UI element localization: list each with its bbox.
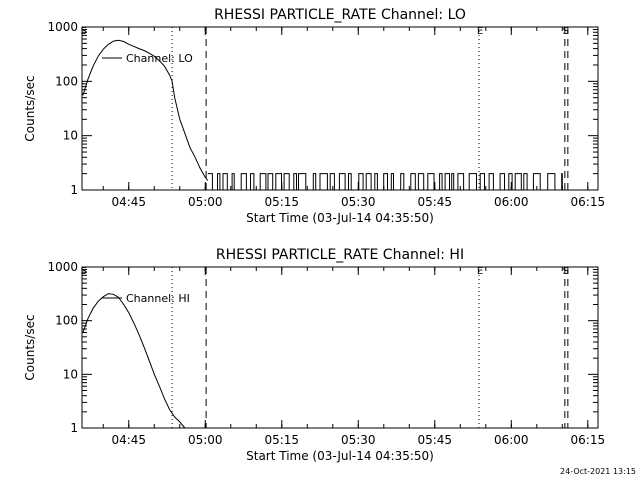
series-line: [82, 293, 186, 429]
y-axis-label: Counts/sec: [23, 314, 37, 380]
x-tick-label: 04:45: [111, 195, 146, 209]
y-tick-label: 1: [70, 421, 78, 435]
x-tick-label: 05:30: [341, 433, 376, 447]
y-tick-label: 100: [55, 314, 78, 328]
event-marker-label: E: [477, 266, 483, 277]
x-tick-label: 06:00: [494, 195, 529, 209]
event-marker-label: S: [563, 266, 569, 277]
y-tick-label: 10: [63, 367, 78, 381]
legend-label: Channel: HI: [126, 292, 190, 305]
x-tick-label: 05:00: [188, 433, 223, 447]
y-tick-label: 1000: [47, 20, 78, 34]
chart-title: RHESSI PARTICLE_RATE Channel: HI: [216, 247, 464, 263]
x-tick-label: 05:30: [341, 195, 376, 209]
event-marker-label: E: [477, 26, 483, 37]
event-marker-label: S: [81, 26, 87, 37]
chart-title: RHESSI PARTICLE_RATE Channel: LO: [214, 7, 466, 23]
y-tick-label: 10: [63, 129, 78, 143]
x-tick-label: 05:15: [264, 433, 299, 447]
x-tick-label: 06:15: [571, 433, 606, 447]
y-axis-label: Counts/sec: [23, 75, 37, 141]
chart-panel-2: RHESSI PARTICLE_RATE Channel: HI Start Ti…: [23, 247, 605, 463]
y-tick-label: 1: [70, 183, 78, 197]
x-tick-label: 06:00: [494, 433, 529, 447]
x-tick-label: 06:15: [571, 195, 606, 209]
series-line: [82, 39, 209, 181]
legend-label: Channel: LO: [126, 52, 193, 65]
x-tick-label: 05:45: [417, 433, 452, 447]
x-tick-label: 05:15: [264, 195, 299, 209]
x-tick-label: 05:00: [188, 195, 223, 209]
noise-band-line: [207, 173, 563, 191]
x-axis-label: Start Time (03-Jul-14 04:35:50): [246, 449, 434, 463]
x-tick-label: 04:45: [111, 433, 146, 447]
x-tick-label: 05:45: [417, 195, 452, 209]
chart-panel-1: RHESSI PARTICLE_RATE Channel: LO Start Ti…: [23, 7, 605, 225]
x-axis-label: Start Time (03-Jul-14 04:35:50): [246, 211, 434, 225]
event-marker-label: S: [81, 266, 87, 277]
plot-frame: [81, 26, 599, 191]
y-tick-label: 100: [55, 74, 78, 88]
plot-frame: [81, 266, 599, 429]
y-tick-label: 1000: [47, 260, 78, 274]
event-marker-label: S: [563, 26, 569, 37]
